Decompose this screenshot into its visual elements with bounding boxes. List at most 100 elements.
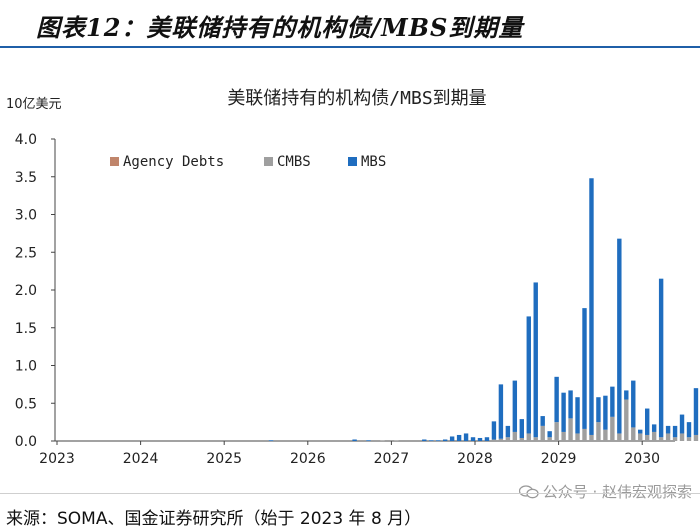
bar-cmbs bbox=[492, 439, 496, 441]
bar-cmbs bbox=[380, 440, 384, 441]
x-tick-label: 2027 bbox=[374, 451, 410, 467]
legend-swatch-mbs bbox=[348, 157, 357, 166]
bar-cmbs bbox=[527, 433, 531, 441]
x-tick-label: 2028 bbox=[457, 451, 493, 467]
y-tick-label: 3.5 bbox=[15, 170, 37, 186]
bar-mbs bbox=[596, 397, 600, 422]
bar-mbs bbox=[436, 440, 440, 441]
bar-cmbs bbox=[513, 432, 517, 441]
bar-cmbs bbox=[673, 437, 677, 441]
bar-mbs bbox=[610, 387, 614, 417]
bar-mbs bbox=[652, 424, 656, 432]
x-tick-label: 2030 bbox=[624, 451, 660, 467]
bar-mbs bbox=[422, 439, 426, 441]
bar-cmbs bbox=[568, 418, 572, 441]
bar-cmbs bbox=[589, 435, 593, 441]
x-axis: 2023 2024 2025 2026 2027 2028 2029 2030 bbox=[39, 441, 675, 467]
bar-mbs bbox=[666, 426, 670, 434]
legend-label-mbs: MBS bbox=[361, 154, 386, 170]
bar-cmbs bbox=[499, 439, 503, 441]
bar-mbs bbox=[457, 435, 461, 441]
bar-mbs bbox=[443, 439, 447, 441]
chart-title: 美联储持有的机构债/MBS到期量 bbox=[227, 88, 486, 109]
bar-mbs bbox=[575, 397, 579, 433]
y-unit-label: 10亿美元 bbox=[6, 97, 62, 112]
y-tick-label: 3.0 bbox=[15, 208, 37, 224]
bar-mbs bbox=[429, 440, 433, 441]
bar-mbs bbox=[450, 436, 454, 441]
bar-cmbs bbox=[520, 438, 524, 441]
legend-label-cmbs: CMBS bbox=[277, 154, 311, 170]
x-tick-label: 2024 bbox=[123, 451, 159, 467]
y-tick-label: 4.0 bbox=[15, 132, 37, 148]
bar-mbs bbox=[492, 421, 496, 439]
bar-cmbs bbox=[506, 437, 510, 441]
bar-mbs bbox=[624, 390, 628, 399]
bar-cmbs bbox=[575, 433, 579, 441]
y-tick-label: 1.0 bbox=[15, 359, 37, 375]
legend-swatch-cmbs bbox=[264, 157, 273, 166]
y-tick-label: 1.5 bbox=[15, 321, 37, 337]
bar-mbs bbox=[631, 381, 635, 428]
bar-mbs bbox=[352, 439, 356, 441]
bar-cmbs bbox=[603, 430, 607, 441]
bar-mbs bbox=[673, 426, 677, 437]
bar-cmbs bbox=[554, 422, 558, 441]
bar-cmbs bbox=[596, 422, 600, 441]
y-tick-label: 0.0 bbox=[15, 434, 37, 450]
bar-mbs bbox=[582, 308, 586, 429]
bar-mbs bbox=[269, 440, 273, 441]
figure-header: 图表12：美联储持有的机构债/MBS到期量 bbox=[0, 0, 700, 48]
bar-cmbs bbox=[617, 433, 621, 441]
bar-mbs bbox=[554, 377, 558, 422]
y-tick-label: 0.5 bbox=[15, 396, 37, 412]
bar-cmbs bbox=[687, 437, 691, 441]
bar-cmbs bbox=[547, 437, 551, 441]
source-note: 来源：SOMA、国金证券研究所（始于 2023 年 8 月） bbox=[6, 504, 421, 529]
bar-mbs bbox=[547, 431, 551, 437]
bar-mbs bbox=[527, 316, 531, 433]
bar-mbs bbox=[471, 437, 475, 441]
chart: 美联储持有的机构债/MBS到期量 10亿美元 0.0 0.5 1.0 1.5 2.0 2.… bbox=[0, 60, 700, 480]
bar-cmbs bbox=[638, 433, 642, 441]
bar-cmbs bbox=[680, 433, 684, 441]
bar-mbs bbox=[478, 438, 482, 441]
bar-mbs bbox=[638, 430, 642, 434]
footer: 来源：SOMA、国金证券研究所（始于 2023 年 8 月） bbox=[0, 493, 700, 530]
bar-mbs bbox=[680, 415, 684, 434]
bar-mbs bbox=[568, 390, 572, 418]
bar-mbs bbox=[534, 282, 538, 437]
bar-mbs bbox=[520, 419, 524, 438]
bar-cmbs bbox=[582, 429, 586, 441]
bar-cmbs bbox=[534, 437, 538, 441]
bar-cmbs bbox=[394, 440, 398, 441]
bar-mbs bbox=[659, 279, 663, 438]
figure-title: 图表12：美联储持有的机构债/MBS到期量 bbox=[36, 8, 523, 43]
bar-cmbs bbox=[652, 432, 656, 441]
bar-mbs bbox=[603, 396, 607, 430]
bar-mbs bbox=[499, 384, 503, 438]
y-tick-label: 2.0 bbox=[15, 283, 37, 299]
legend-label-agency: Agency Debts bbox=[123, 154, 224, 170]
bars bbox=[269, 178, 700, 441]
bar-mbs bbox=[506, 426, 510, 437]
x-tick-label: 2025 bbox=[206, 451, 242, 467]
bar-cmbs bbox=[631, 427, 635, 441]
bar-cmbs bbox=[659, 437, 663, 441]
bar-mbs bbox=[464, 433, 468, 441]
bar-mbs bbox=[617, 239, 621, 434]
y-tick-label: 2.5 bbox=[15, 245, 37, 261]
bar-cmbs bbox=[624, 399, 628, 441]
x-tick-label: 2029 bbox=[541, 451, 577, 467]
y-axis: 0.0 0.5 1.0 1.5 2.0 2.5 3.0 3.5 4.0 bbox=[15, 132, 55, 450]
bar-mbs bbox=[694, 388, 698, 435]
x-tick-label: 2023 bbox=[39, 451, 75, 467]
bar-cmbs bbox=[645, 435, 649, 441]
x-tick-label: 2026 bbox=[290, 451, 326, 467]
bar-mbs bbox=[541, 416, 545, 426]
bar-cmbs bbox=[561, 432, 565, 441]
bar-mbs bbox=[687, 422, 691, 437]
legend-swatch-agency bbox=[110, 157, 119, 166]
bar-mbs bbox=[485, 437, 489, 441]
bar-cmbs bbox=[666, 433, 670, 441]
